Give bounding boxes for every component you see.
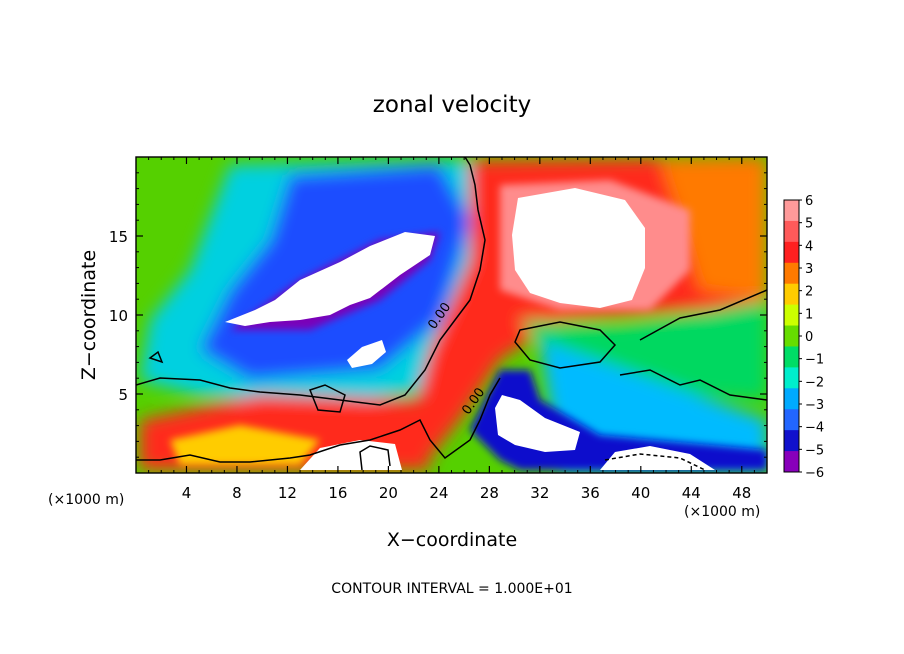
white-region-west-small [347, 340, 386, 368]
colorbar-label: −6 [805, 466, 824, 481]
colorbar-label: −4 [805, 421, 824, 436]
x-tick-label: 16 [328, 484, 347, 502]
colorbar-swatch [784, 283, 799, 306]
x-tick-label: 32 [530, 484, 549, 502]
colorbar-swatch [784, 346, 799, 368]
colorbar-label: −2 [805, 375, 824, 390]
contour-dashed [604, 453, 706, 471]
chart-title: zonal velocity [373, 92, 531, 118]
x-tick-label: 40 [631, 484, 650, 502]
contour-east-band [619, 289, 767, 401]
colorbar-label: 3 [805, 262, 813, 277]
contour-east-loop [514, 321, 617, 369]
contour-white-edge [359, 445, 391, 471]
x-tick-label: 12 [278, 484, 297, 502]
region-orange-east [660, 160, 767, 300]
x-tick-label: 4 [182, 484, 192, 502]
x-tick-label: 24 [429, 484, 448, 502]
white-region-jet [495, 395, 580, 452]
x-tick-label: 36 [581, 484, 600, 502]
x-unit-right: (×1000 m) [684, 504, 760, 520]
colorbar-label: 1 [805, 307, 813, 322]
y-tick-label: 15 [109, 228, 128, 246]
colorbar-label: 5 [805, 217, 813, 232]
colorbar-swatch [784, 430, 799, 452]
velocity-field: 0.000.00 [136, 157, 767, 473]
colorbar-swatch [784, 220, 799, 243]
zero-contours [136, 157, 767, 471]
colorbar-label: −1 [805, 353, 824, 368]
x-tick-label: 28 [480, 484, 499, 502]
core-yellow-bottom [170, 425, 320, 465]
colorbar-label: 2 [805, 285, 813, 300]
x-tick-label: 44 [682, 484, 701, 502]
colorbar-swatch [784, 304, 799, 327]
colorbar: 6 5 4 3 2 1 0 −1 −2 −3 −4 −5 −6 [783, 194, 824, 481]
colorbar-label: −5 [805, 443, 824, 458]
y-tick-label: 10 [109, 307, 128, 325]
x-tick-label: 8 [232, 484, 242, 502]
x-unit-left: (×1000 m) [48, 492, 124, 508]
x-ticks: 4 8 12 16 20 24 28 32 36 40 44 48 [148, 157, 768, 502]
x-tick-label: 48 [732, 484, 751, 502]
y-tick-label: 5 [118, 386, 128, 404]
colorbar-swatch [784, 241, 799, 264]
colorbar-label: 0 [805, 330, 813, 345]
x-axis-label: X−coordinate [387, 529, 517, 551]
colorbar-swatch [784, 409, 799, 431]
white-region-west [225, 232, 435, 326]
colorbar-swatch [784, 325, 799, 347]
colorbar-swatch [784, 262, 799, 285]
y-ticks: 5 10 15 [109, 172, 767, 458]
colorbar-swatch [784, 451, 799, 473]
colorbar-label: 6 [805, 194, 813, 209]
colorbar-label: 4 [805, 239, 813, 254]
contour-west-lower [136, 377, 501, 463]
y-axis-label: Z−coordinate [78, 250, 100, 380]
colorbar-label: −3 [805, 398, 824, 413]
white-region-east [512, 188, 645, 308]
contour-interval-note: CONTOUR INTERVAL = 1.000E+01 [331, 581, 572, 597]
white-region-southeast [600, 446, 715, 470]
contour-west-upper [136, 157, 486, 406]
colorbar-swatch [784, 388, 799, 410]
contour-mid-loop [309, 384, 346, 413]
colorbar-swatch [784, 200, 799, 222]
undefined-white-regions [225, 188, 715, 470]
x-tick-label: 20 [379, 484, 398, 502]
contour-small-island [148, 350, 164, 364]
colorbar-swatch [784, 367, 799, 389]
